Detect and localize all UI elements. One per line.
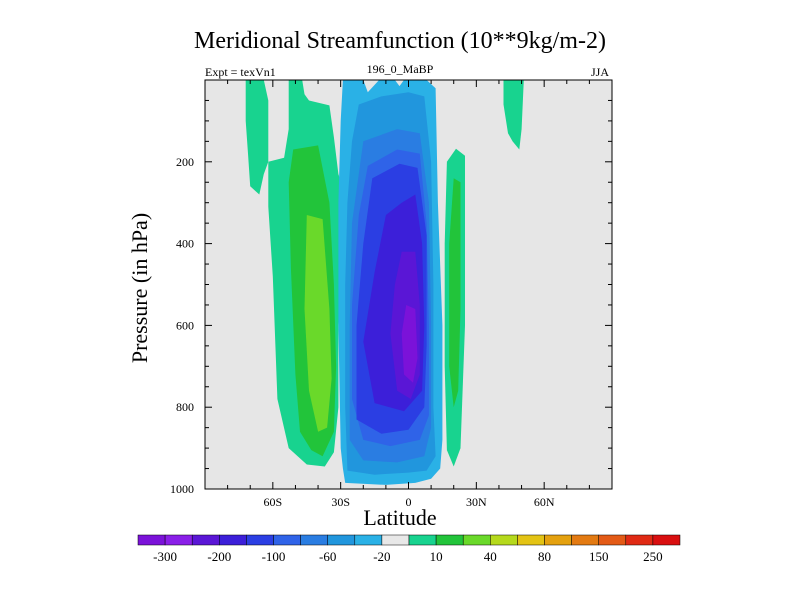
contour-region-13 [503, 80, 524, 150]
x-tick-label: 0 [406, 495, 412, 509]
colorbar-label: -100 [262, 549, 286, 564]
colorbar-label: 150 [589, 549, 609, 564]
colorbar-swatch-15 [544, 534, 572, 546]
experiment-label: Expt = texVn1 [205, 65, 276, 79]
y-tick-label: 1000 [170, 482, 194, 496]
x-tick-label: 30S [331, 495, 350, 509]
colorbar-swatch-4 [246, 534, 274, 546]
colorbar-swatch-3 [219, 534, 247, 546]
contour-region-14 [245, 80, 269, 195]
x-tick-label: 30N [466, 495, 487, 509]
x-tick-label: 60N [534, 495, 555, 509]
colorbar-swatch-12 [462, 534, 491, 546]
x-axis-label: Latitude [363, 505, 437, 530]
colorbar-label: -60 [319, 549, 336, 564]
x-tick-label: 60S [263, 495, 282, 509]
colorbar-label: 10 [430, 549, 443, 564]
colorbar-swatch-0 [137, 534, 166, 546]
colorbar-swatch-19 [652, 534, 681, 546]
colorbar-label: -20 [373, 549, 390, 564]
colorbar-swatch-5 [273, 534, 301, 546]
contour-layer [245, 80, 524, 485]
y-tick-label: 200 [176, 155, 194, 169]
contour-region-10 [401, 305, 418, 383]
colorbar-swatch-9 [381, 534, 410, 546]
season-label: JJA [591, 65, 610, 79]
colorbar-swatch-14 [517, 534, 545, 546]
colorbar-swatch-13 [490, 534, 518, 546]
colorbar-label: -200 [207, 549, 231, 564]
colorbar-swatch-2 [191, 534, 220, 546]
tick-layer: 60S 30S 0 30N 60N 200 400 600 800 1000 [170, 80, 612, 509]
colorbar-label: 40 [484, 549, 497, 564]
colorbar-swatch-1 [164, 534, 193, 546]
colorbar-swatch-17 [598, 534, 627, 546]
colorbar-swatch-11 [435, 534, 464, 546]
colorbar-swatch-7 [327, 534, 356, 546]
contour-region-2 [304, 215, 332, 432]
colorbar-label: 250 [643, 549, 663, 564]
colorbar-label: -300 [153, 549, 177, 564]
contour-region-12 [449, 178, 461, 408]
colorbar-label: 80 [538, 549, 551, 564]
colorbar-swatch-8 [354, 534, 383, 546]
colorbar-swatch-6 [300, 534, 328, 546]
y-tick-label: 800 [176, 400, 194, 414]
chart-title: Meridional Streamfunction (10**9kg/m-2) [194, 28, 606, 54]
colorbar: -300 -200 -100 -60 -20 10 40 80 150 250 [137, 534, 681, 564]
y-tick-label: 600 [176, 318, 194, 332]
colorbar-swatch-18 [625, 534, 654, 546]
run-label: 196_0_MaBP [366, 62, 434, 76]
y-tick-label: 400 [176, 237, 194, 251]
colorbar-swatch-10 [408, 534, 437, 546]
colorbar-swatch-16 [571, 534, 599, 546]
